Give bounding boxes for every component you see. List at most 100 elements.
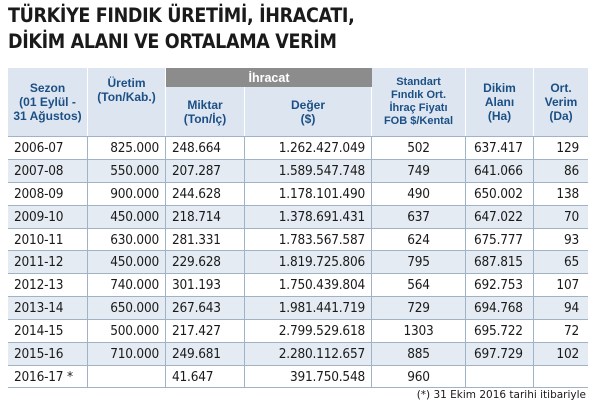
cell-uretim: 900.000	[88, 182, 166, 205]
cell-sezon: 2011-12	[8, 251, 88, 274]
header-standart-line: Standart	[396, 76, 441, 88]
header-verim-line: Verim	[544, 95, 578, 109]
header-ihracat: İhracat	[166, 68, 372, 87]
cell-sezon: 2010-11	[8, 228, 88, 251]
cell-uretim	[88, 365, 166, 388]
header-ihracat-label: İhracat	[248, 70, 290, 85]
header-deger-line: Değer	[290, 97, 325, 112]
cell-uretim: 650.000	[88, 297, 166, 320]
cell-uretim: 450.000	[88, 205, 166, 228]
cell-dikim: 650.002	[466, 182, 534, 205]
table-row: 2008-09 900.000 244.628 1.178.101.490 490 650…	[8, 181, 588, 205]
table-row: 2013-14 650.000 267.643 1.981.441.719 729 694…	[8, 296, 588, 320]
cell-deger: 2.799.529.618	[245, 320, 372, 343]
cell-verim: 93	[563, 231, 579, 248]
cell-uretim: 630.000	[88, 228, 166, 251]
cell-miktar: 249.681	[166, 343, 245, 366]
cell-sezon: 2015-16	[8, 343, 88, 366]
cell-sezon: 2008-09	[8, 182, 88, 205]
cell-verim	[534, 366, 588, 388]
table-row: 2015-16 710.000 249.681 2.280.112.657 885 697…	[8, 342, 588, 366]
header-uretim: Üretim (Ton/Kab.)	[88, 68, 166, 136]
production-table: Sezon (01 Eylül - 31 Ağustos) Üretim (To…	[8, 68, 588, 388]
cell-fiyat: 564	[372, 274, 466, 297]
header-deger: Değer ($)	[245, 87, 372, 136]
header-sezon-line: Sezon	[29, 81, 66, 95]
cell-fiyat: 624	[372, 228, 466, 251]
cell-verim: 72	[563, 323, 579, 340]
cell-verim: 107	[556, 277, 579, 294]
cell-miktar: 281.331	[166, 228, 245, 251]
header-verim-line: (Da)	[549, 109, 573, 123]
header-miktar-line: (Ton/İç)	[183, 111, 227, 126]
cell-miktar: 218.714	[166, 205, 245, 228]
cell-uretim: 710.000	[88, 343, 166, 366]
header-miktar-line: Miktar	[187, 97, 223, 112]
cell-dikim: 687.815	[466, 251, 534, 274]
cell-dikim: 675.777	[466, 228, 534, 251]
header-dikim-line: Alanı	[484, 95, 515, 109]
title-line-2: DİKİM ALANI VE ORTALAMA VERİM	[8, 30, 337, 53]
cell-miktar: 217.427	[166, 320, 245, 343]
header-sezon-line: 31 Ağustos)	[13, 109, 82, 123]
cell-dikim: 697.729	[466, 343, 534, 366]
cell-fiyat: 960	[372, 365, 466, 388]
table-row: 2016-17 * 41.647 391.750.548 960	[8, 364, 588, 388]
cell-dikim: 647.022	[466, 205, 534, 228]
header-standart: Standart Fındık Ort. İhraç Fiyatı FOB $/…	[372, 68, 466, 136]
cell-miktar: 207.287	[166, 159, 245, 182]
cell-miktar: 244.628	[166, 182, 245, 205]
header-verim: Ort. Verim (Da)	[534, 68, 588, 136]
cell-deger: 1.750.439.804	[245, 274, 372, 297]
header-standart-line: FOB $/Kental	[383, 115, 454, 127]
table-row: 2010-11 630.000 281.331 1.783.567.587 624 675…	[8, 227, 588, 251]
cell-deger: 1.262.427.049	[245, 137, 372, 159]
header-dikim-line: (Ha)	[487, 109, 512, 123]
footnote: (*) 31 Ekim 2016 tarihi itibariyle	[416, 389, 586, 401]
cell-sezon: 2006-07	[8, 137, 88, 159]
header-standart-line: Fındık Ort.	[391, 89, 446, 101]
cell-miktar: 229.628	[166, 251, 245, 274]
cell-fiyat: 729	[372, 297, 466, 320]
cell-deger: 1.783.567.587	[245, 228, 372, 251]
header-miktar: Miktar (Ton/İç)	[166, 87, 245, 136]
cell-verim: 102	[556, 346, 579, 363]
cell-miktar: 248.664	[166, 137, 245, 159]
header-dikim: Dikim Alanı (Ha)	[466, 68, 534, 136]
cell-fiyat: 885	[372, 343, 466, 366]
cell-miktar: 41.647	[166, 365, 245, 388]
cell-dikim	[466, 365, 534, 388]
cell-deger: 1.589.547.748	[245, 159, 372, 182]
header-uretim-line: (Ton/Kab.)	[97, 90, 156, 104]
title-line-1: TÜRKİYE FINDIK ÜRETİMİ, İHRACATI,	[8, 4, 355, 27]
table-row: 2011-12 450.000 229.628 1.819.725.806 795 687…	[8, 250, 588, 274]
cell-sezon: 2009-10	[8, 205, 88, 228]
header-sezon-line: (01 Eylül -	[19, 95, 76, 109]
cell-verim: 138	[556, 185, 579, 202]
cell-verim: 94	[563, 300, 579, 317]
cell-fiyat: 1303	[372, 320, 466, 343]
cell-deger: 391.750.548	[245, 365, 372, 388]
cell-deger: 1.178.101.490	[245, 182, 372, 205]
cell-uretim: 450.000	[88, 251, 166, 274]
header-deger-line: ($)	[300, 111, 316, 126]
cell-deger: 1.981.441.719	[245, 297, 372, 320]
cell-miktar: 267.643	[166, 297, 245, 320]
header-standart-line: İhraç Fiyatı	[389, 102, 448, 114]
cell-verim: 129	[556, 140, 579, 156]
cell-deger: 1.819.725.806	[245, 251, 372, 274]
cell-uretim: 825.000	[88, 137, 166, 159]
page-title: TÜRKİYE FINDIK ÜRETİMİ, İHRACATI, DİKİM …	[8, 3, 355, 55]
table-row: 2009-10 450.000 218.714 1.378.691.431 637 647…	[8, 204, 588, 228]
cell-uretim: 550.000	[88, 159, 166, 182]
table-row: 2014-15 500.000 217.427 2.799.529.618 1303 69…	[8, 319, 588, 343]
header-verim-line: Ort.	[550, 81, 572, 95]
cell-dikim: 692.753	[466, 274, 534, 297]
cell-dikim: 694.768	[466, 297, 534, 320]
cell-fiyat: 502	[372, 137, 466, 159]
cell-fiyat: 749	[372, 159, 466, 182]
table-body: 2006-07 825.000 248.664 1.262.427.049 502 637…	[8, 136, 588, 388]
cell-uretim: 740.000	[88, 274, 166, 297]
cell-fiyat: 490	[372, 182, 466, 205]
cell-sezon: 2016-17 *	[8, 365, 88, 388]
